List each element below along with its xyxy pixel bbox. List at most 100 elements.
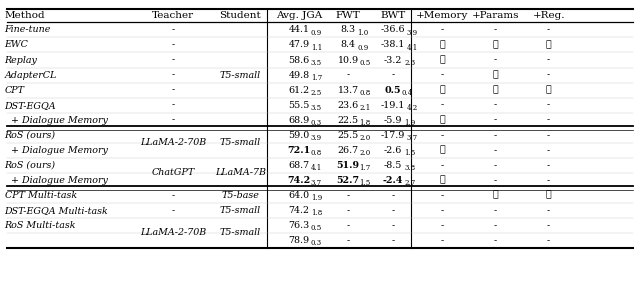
Text: 51.9: 51.9 (337, 161, 360, 170)
Text: 1.8: 1.8 (310, 209, 322, 217)
Text: -: - (493, 101, 497, 110)
Text: -: - (172, 191, 175, 200)
Text: ✓: ✓ (492, 71, 498, 80)
Text: T5-small: T5-small (220, 71, 260, 80)
Text: Teacher: Teacher (152, 11, 194, 20)
Text: ✓: ✓ (492, 40, 498, 50)
Text: -: - (493, 176, 497, 185)
Text: 8.4: 8.4 (340, 40, 356, 50)
Text: 76.3: 76.3 (289, 221, 310, 230)
Text: Replay: Replay (4, 56, 37, 64)
Text: 0.8: 0.8 (310, 149, 322, 157)
Text: -: - (441, 71, 444, 80)
Text: -: - (172, 71, 175, 80)
Text: 68.7: 68.7 (289, 161, 310, 170)
Text: -: - (493, 116, 497, 125)
Text: 26.7: 26.7 (337, 146, 358, 155)
Text: ✓: ✓ (440, 146, 445, 155)
Text: 52.7: 52.7 (337, 176, 360, 185)
Text: 1.8: 1.8 (360, 119, 371, 127)
Text: BWT: BWT (380, 11, 405, 20)
Text: 64.0: 64.0 (289, 191, 310, 200)
Text: 72.1: 72.1 (287, 146, 311, 155)
Text: -: - (391, 221, 394, 230)
Text: AdapterCL: AdapterCL (4, 71, 57, 80)
Text: CPT Multi-task: CPT Multi-task (4, 191, 77, 200)
Text: -: - (346, 191, 349, 200)
Text: 8.3: 8.3 (340, 25, 356, 34)
Text: -: - (493, 56, 497, 64)
Text: -: - (346, 206, 349, 215)
Text: 22.5: 22.5 (337, 116, 358, 125)
Text: -5.9: -5.9 (383, 116, 402, 125)
Text: -: - (547, 176, 550, 185)
Text: -2.6: -2.6 (383, 146, 402, 155)
Text: -36.6: -36.6 (381, 25, 405, 34)
Text: CPT: CPT (4, 86, 24, 95)
Text: -: - (346, 236, 349, 245)
Text: -: - (346, 221, 349, 230)
Text: 49.8: 49.8 (289, 71, 310, 80)
Text: EWC: EWC (4, 40, 28, 50)
Text: -: - (441, 161, 444, 170)
Text: -38.1: -38.1 (381, 40, 405, 50)
Text: + Dialogue Memory: + Dialogue Memory (4, 116, 108, 125)
Text: 0.5: 0.5 (310, 224, 322, 232)
Text: -: - (346, 71, 349, 80)
Text: -: - (172, 56, 175, 64)
Text: -: - (391, 236, 394, 245)
Text: 47.9: 47.9 (289, 40, 310, 50)
Text: -: - (441, 236, 444, 245)
Text: ✓: ✓ (440, 56, 445, 64)
Text: 10.9: 10.9 (337, 56, 358, 64)
Text: ✓: ✓ (492, 191, 498, 200)
Text: -: - (441, 221, 444, 230)
Text: -8.5: -8.5 (383, 161, 402, 170)
Text: 3.7: 3.7 (310, 179, 322, 187)
Text: T5-small: T5-small (220, 206, 260, 215)
Text: LLaMA-7B: LLaMA-7B (214, 168, 266, 177)
Text: 2.7: 2.7 (404, 179, 415, 187)
Text: 0.4: 0.4 (402, 89, 413, 97)
Text: -: - (441, 191, 444, 200)
Text: ✓: ✓ (546, 86, 552, 95)
Text: -: - (391, 71, 394, 80)
Text: DST-EGQA: DST-EGQA (4, 101, 56, 110)
Text: 1.7: 1.7 (310, 74, 322, 82)
Text: -: - (547, 236, 550, 245)
Text: 78.9: 78.9 (289, 236, 310, 245)
Text: DST-EGQA Multi-task: DST-EGQA Multi-task (4, 206, 108, 215)
Text: -: - (172, 86, 175, 95)
Text: -: - (441, 101, 444, 110)
Text: 4.1: 4.1 (310, 164, 322, 172)
Text: 2.3: 2.3 (404, 59, 415, 67)
Text: 58.6: 58.6 (289, 56, 310, 64)
Text: 74.2: 74.2 (289, 206, 310, 215)
Text: -: - (547, 101, 550, 110)
Text: -: - (493, 236, 497, 245)
Text: LLaMA-2-70B: LLaMA-2-70B (140, 228, 206, 237)
Text: 3.8: 3.8 (404, 164, 415, 172)
Text: 0.3: 0.3 (310, 119, 322, 127)
Text: -: - (547, 221, 550, 230)
Text: -17.9: -17.9 (381, 131, 405, 140)
Text: +Params: +Params (472, 11, 519, 20)
Text: 4.2: 4.2 (406, 104, 418, 112)
Text: 25.5: 25.5 (337, 131, 359, 140)
Text: 0.9: 0.9 (310, 29, 322, 37)
Text: 2.0: 2.0 (360, 134, 371, 142)
Text: 1.5: 1.5 (404, 149, 415, 157)
Text: -: - (172, 40, 175, 50)
Text: +Memory: +Memory (416, 11, 468, 20)
Text: -: - (493, 146, 497, 155)
Text: LLaMA-2-70B: LLaMA-2-70B (140, 138, 206, 147)
Text: 3.9: 3.9 (310, 134, 322, 142)
Text: 1.1: 1.1 (310, 44, 322, 52)
Text: 2.1: 2.1 (360, 104, 371, 112)
Text: 68.9: 68.9 (289, 116, 310, 125)
Text: -: - (172, 206, 175, 215)
Text: ✓: ✓ (440, 40, 445, 50)
Text: Fine-tune: Fine-tune (4, 25, 51, 34)
Text: -: - (547, 71, 550, 80)
Text: T5-small: T5-small (220, 228, 260, 237)
